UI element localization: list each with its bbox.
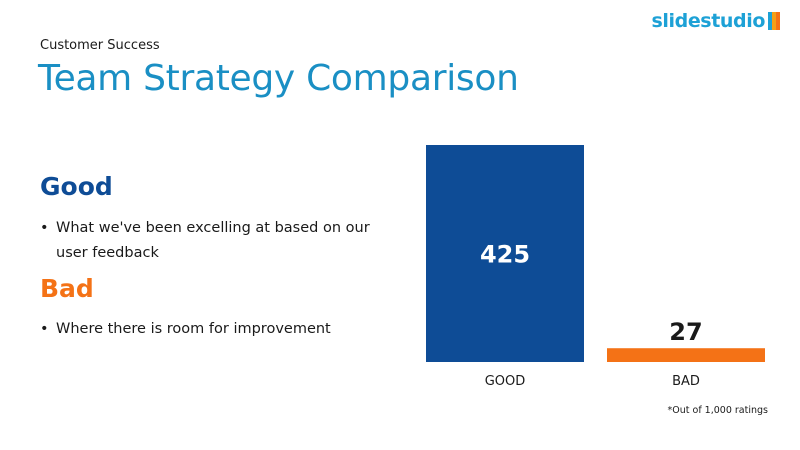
brand-mark-stripe-yellow xyxy=(772,12,776,30)
good-bullet: • What we've been excelling at based on … xyxy=(40,216,370,266)
slide-title: Team Strategy Comparison xyxy=(38,58,519,99)
brand-logo: slidestudio xyxy=(651,10,780,32)
bullet-dot-icon: • xyxy=(40,220,49,236)
bar-good xyxy=(426,145,584,362)
brand-mark-stripe-orange xyxy=(776,12,780,30)
bar-chart-svg: 425 GOOD 27 BAD xyxy=(426,145,765,389)
brand-name: slidestudio xyxy=(651,10,765,32)
bad-heading: Bad xyxy=(40,274,94,303)
bad-bullet: • Where there is room for improvement xyxy=(40,317,370,342)
category-label-good: GOOD xyxy=(485,374,526,389)
bullet-dot-icon: • xyxy=(40,321,49,337)
good-bullet-text: What we've been excelling at based on ou… xyxy=(56,220,370,261)
data-label-good: 425 xyxy=(480,241,530,269)
bar-chart: 425 GOOD 27 BAD xyxy=(400,130,800,430)
brand-mark-icon xyxy=(768,12,780,30)
good-heading: Good xyxy=(40,172,113,201)
category-label-bad: BAD xyxy=(672,374,700,389)
slide-eyebrow: Customer Success xyxy=(40,38,160,53)
brand-mark-stripe-blue xyxy=(768,12,772,30)
bar-bad xyxy=(607,348,765,362)
chart-footnote: *Out of 1,000 ratings xyxy=(667,405,768,416)
data-label-bad: 27 xyxy=(669,318,702,346)
bad-bullet-text: Where there is room for improvement xyxy=(56,321,331,337)
